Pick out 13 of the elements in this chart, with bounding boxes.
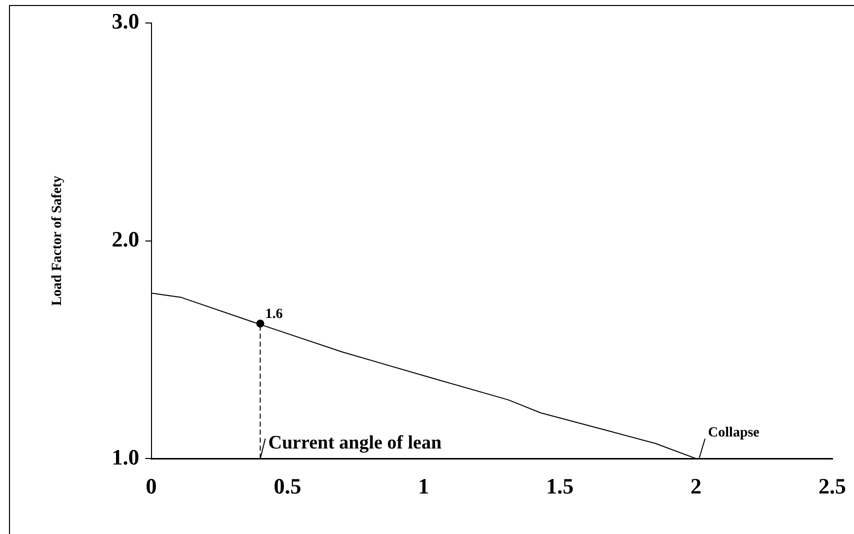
y-tick-label: 1.0 [112,444,140,470]
x-tick-label: 0 [146,473,157,498]
annotation: Collapse [708,426,760,441]
x-tick-label: 2.5 [818,473,846,498]
annotation: Current angle of lean [268,432,442,454]
y-tick-label: 2.0 [112,226,140,252]
y-axis-title: Load Factor of Safety [50,176,66,306]
y-tick-label: 3.0 [112,8,140,34]
x-tick-label: 1 [418,473,430,498]
data-label: 1.6 [265,307,283,322]
x-tick-label: 2 [690,473,702,498]
x-tick-label: 1.5 [546,473,574,498]
x-tick-label: 0.5 [274,473,302,498]
